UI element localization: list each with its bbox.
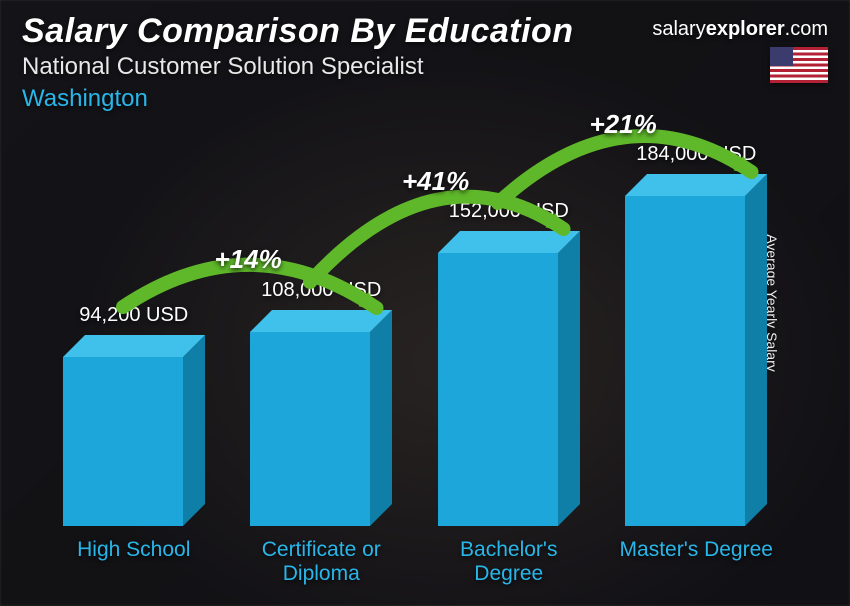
bar-group: 94,200 USD bbox=[51, 304, 216, 526]
increase-percent-label: +21% bbox=[590, 109, 657, 140]
brand-prefix: salary bbox=[652, 18, 705, 40]
brand: salaryexplorer.com bbox=[652, 18, 828, 88]
content: Salary Comparison By Education National … bbox=[0, 0, 850, 606]
brand-text: salaryexplorer.com bbox=[652, 18, 828, 41]
increase-percent-label: +41% bbox=[402, 166, 469, 197]
x-axis-label: Master's Degree bbox=[614, 538, 779, 586]
bar-3d bbox=[63, 335, 205, 526]
x-axis-label: Bachelor's Degree bbox=[426, 538, 591, 586]
x-labels: High School Certificate or Diploma Bachelo… bbox=[40, 538, 790, 586]
brand-suffix: .com bbox=[785, 18, 828, 40]
brand-bold: explorer bbox=[706, 18, 785, 40]
x-axis-label: Certificate or Diploma bbox=[239, 538, 404, 586]
us-flag-icon bbox=[770, 47, 828, 83]
x-axis-label: High School bbox=[51, 538, 216, 586]
bar-3d bbox=[250, 310, 392, 526]
increase-arc: +21% bbox=[478, 97, 772, 228]
bar-chart: 94,200 USD108,000 USD152,000 USD184,000 … bbox=[40, 130, 790, 586]
increase-percent-label: +14% bbox=[215, 244, 282, 275]
